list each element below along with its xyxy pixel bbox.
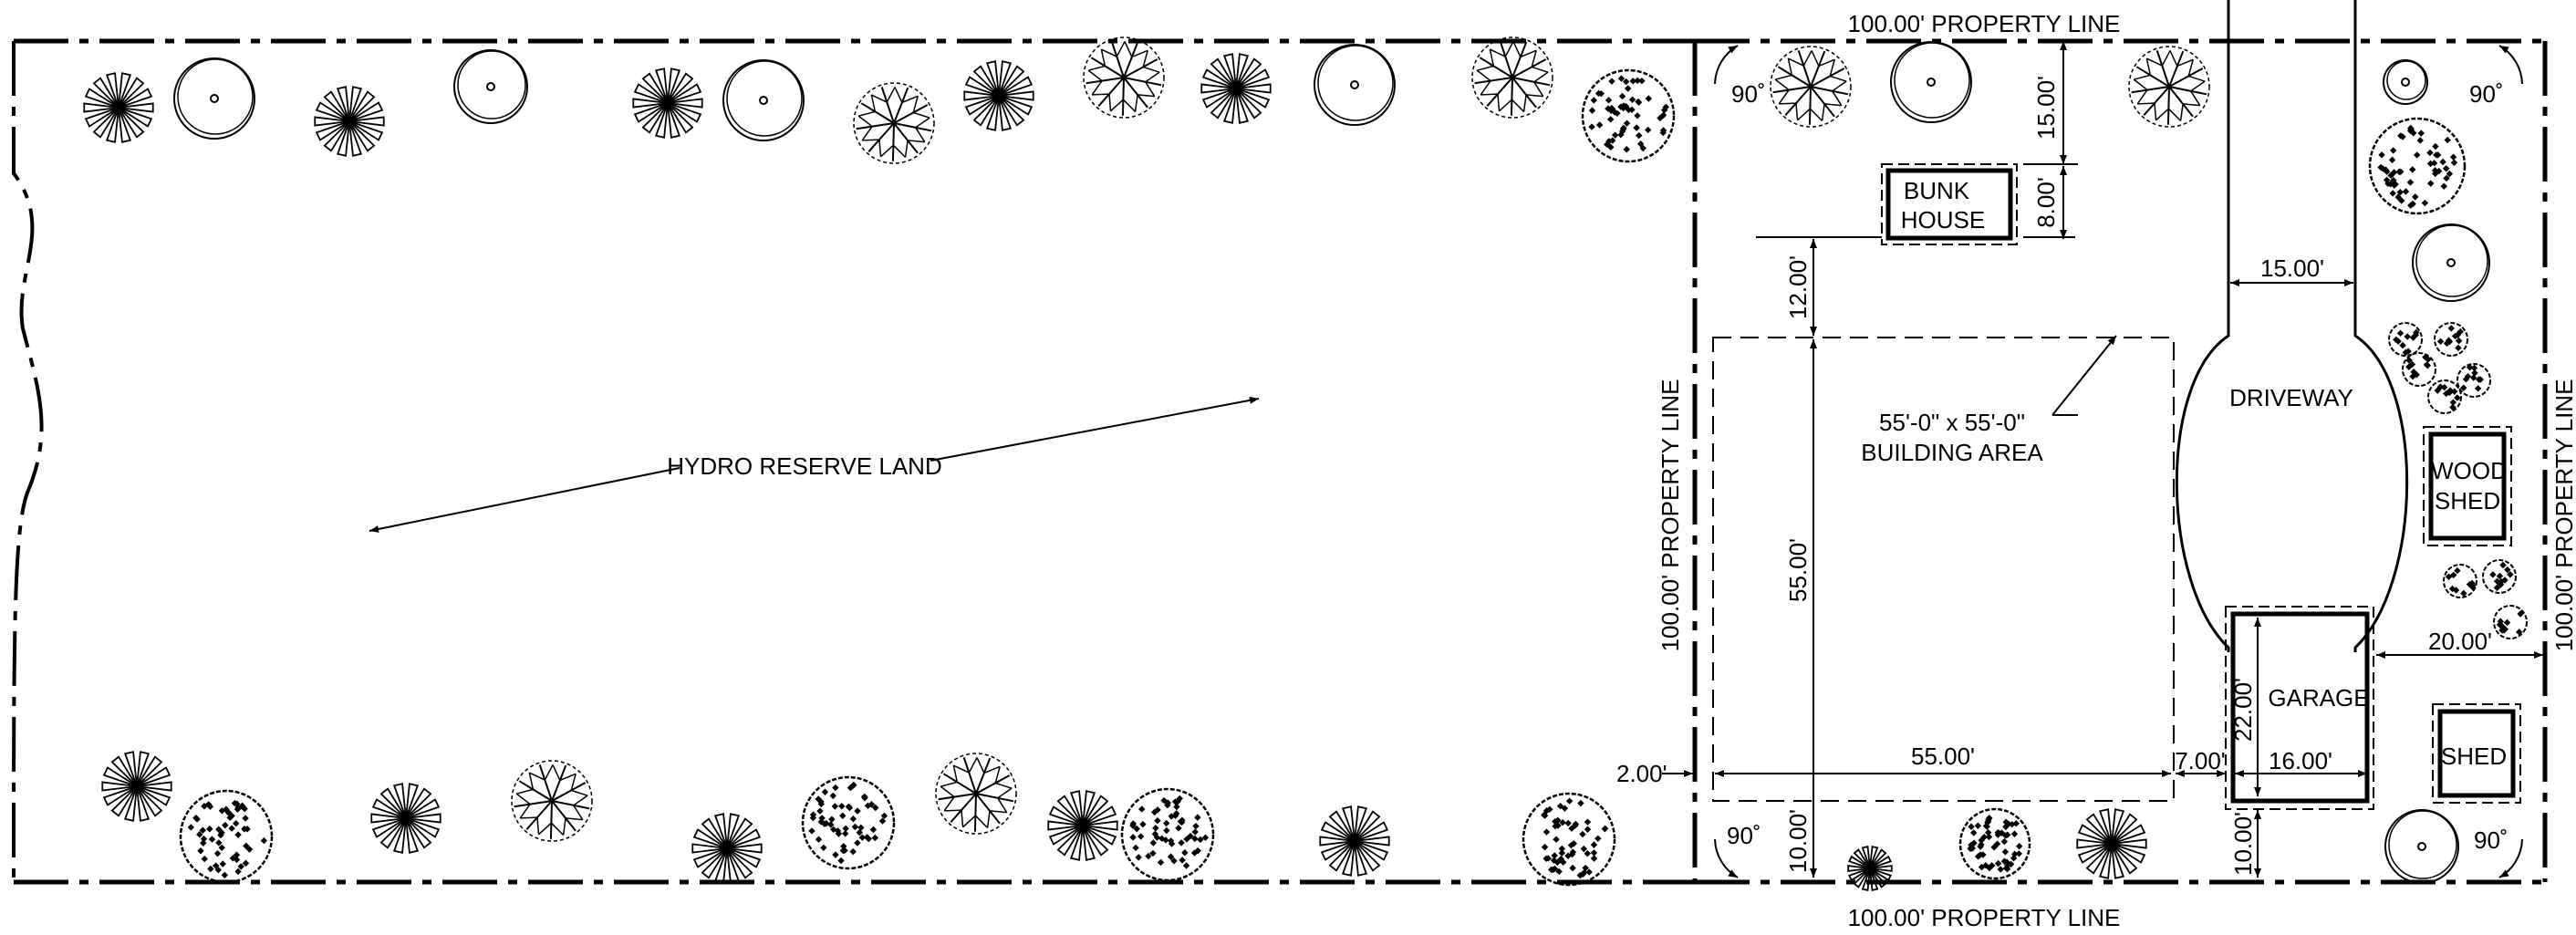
property-line-bottom-label: 100.00' PROPERTY LINE <box>1848 904 2121 931</box>
property-line-top-label: 100.00' PROPERTY LINE <box>1848 10 2121 37</box>
circle-tree-icon <box>2384 60 2427 104</box>
shed: SHED <box>2433 704 2520 803</box>
shrub-tree-icon <box>803 777 894 868</box>
driveway: DRIVEWAY <box>2176 0 2406 652</box>
dim-55-vertical: 55.00' <box>1784 538 1812 602</box>
smallshrub-tree-icon <box>2483 560 2516 593</box>
branch-tree-icon <box>2129 47 2209 127</box>
circle-tree-icon <box>1891 42 1971 122</box>
palm-tree-icon <box>371 784 440 853</box>
smallshrub-tree-icon <box>2457 364 2490 397</box>
bunk-house-label-2: HOUSE <box>1901 206 1985 234</box>
wood-shed-label-2: SHED <box>2435 487 2500 514</box>
shrub-tree-icon <box>1960 809 2030 878</box>
dim-55-horizontal: 55.00' <box>1911 743 1975 770</box>
property-line-right-label: 100.00' PROPERTY LINE <box>2550 379 2576 652</box>
branch-tree-icon <box>1084 37 1164 118</box>
shrub-tree-icon <box>2370 119 2465 213</box>
palm-tree-icon <box>315 87 383 156</box>
property-lines <box>1695 41 2545 882</box>
building-area: 55'-0" x 55'-0" BUILDING AREA <box>1713 336 2174 801</box>
building-area-size: 55'-0" x 55'-0" <box>1879 409 2025 436</box>
smallshrub-tree-icon <box>2494 606 2527 639</box>
dim-20: 20.00' <box>2428 628 2492 655</box>
shed-label: SHED <box>2441 743 2507 770</box>
shrub-tree-icon <box>1583 70 1674 161</box>
wood-shed: WOOD SHED <box>2424 427 2511 545</box>
hydro-reserve-callout: HYDRO RESERVE LAND <box>369 399 1259 531</box>
shrub-tree-icon <box>1122 789 1213 880</box>
angle-bottom-right: 90˚ <box>2474 826 2508 854</box>
circle-tree-icon <box>1314 45 1395 125</box>
branch-tree-icon <box>936 753 1016 834</box>
palm-tree-icon <box>633 68 701 138</box>
palm-tree-icon <box>2077 809 2145 878</box>
branch-tree-icon <box>512 761 592 841</box>
dim-12: 12.00' <box>1784 255 1812 319</box>
smallshrub-tree-icon <box>2403 353 2436 386</box>
smallshrub-tree-icon <box>2444 565 2477 597</box>
circle-tree-icon <box>2413 224 2489 301</box>
bunk-house-label-1: BUNK <box>1904 177 1970 204</box>
smallshrub-tree-icon <box>2389 323 2422 356</box>
palm-tree-icon <box>1201 54 1270 123</box>
palm-tree-icon <box>1048 791 1117 860</box>
dim-8: 8.00' <box>2032 177 2060 228</box>
smallshrub-tree-icon <box>2428 380 2461 413</box>
palm-tree-icon <box>964 61 1033 130</box>
angle-bottom-left: 90˚ <box>1727 822 1761 849</box>
branch-tree-icon <box>1771 47 1851 127</box>
dim-15-top: 15.00' <box>2032 76 2060 140</box>
building-area-label: BUILDING AREA <box>1861 439 2043 466</box>
trees <box>84 37 2527 890</box>
angle-top-right: 90˚ <box>2469 80 2504 108</box>
dim-10-left: 10.00' <box>1784 809 1812 873</box>
palm-tree-icon <box>692 814 761 883</box>
palm-tree-icon <box>102 752 171 821</box>
shrub-tree-icon <box>1523 794 1615 885</box>
branch-tree-icon <box>854 83 934 163</box>
shrub-tree-icon <box>181 791 272 882</box>
branch-tree-icon <box>1472 37 1553 118</box>
circle-tree-icon <box>723 60 804 140</box>
driveway-label: DRIVEWAY <box>2229 384 2353 411</box>
smallshrub-tree-icon <box>2435 323 2467 356</box>
circle-tree-icon <box>454 50 527 123</box>
angle-top-left: 90˚ <box>1731 80 1766 108</box>
garage-label: GARAGE <box>2268 684 2369 712</box>
hydro-reserve-label: HYDRO RESERVE LAND <box>667 452 942 480</box>
dim-22: 22.00' <box>2229 678 2257 742</box>
dim-15-driveway: 15.00' <box>2260 255 2324 282</box>
dim-10-right: 10.00' <box>2229 812 2257 876</box>
wood-shed-label-1: WOOD <box>2431 457 2508 484</box>
dimension-lines: 15.00' 8.00' 12.00' 55.00' 55.00' 2.00' … <box>1616 41 2543 878</box>
circle-tree-icon <box>174 58 254 139</box>
dim-16: 16.00' <box>2269 747 2332 774</box>
circle-tree-icon <box>2385 810 2458 883</box>
palm-tree-icon <box>84 73 152 142</box>
bunk-house: BUNK HOUSE <box>1882 164 2017 244</box>
property-line-left-label: 100.00' PROPERTY LINE <box>1657 379 1684 652</box>
dim-7: 7.00' <box>2175 747 2226 774</box>
palm-tree-icon <box>1320 806 1388 876</box>
dim-2: 2.00' <box>1616 760 1667 787</box>
